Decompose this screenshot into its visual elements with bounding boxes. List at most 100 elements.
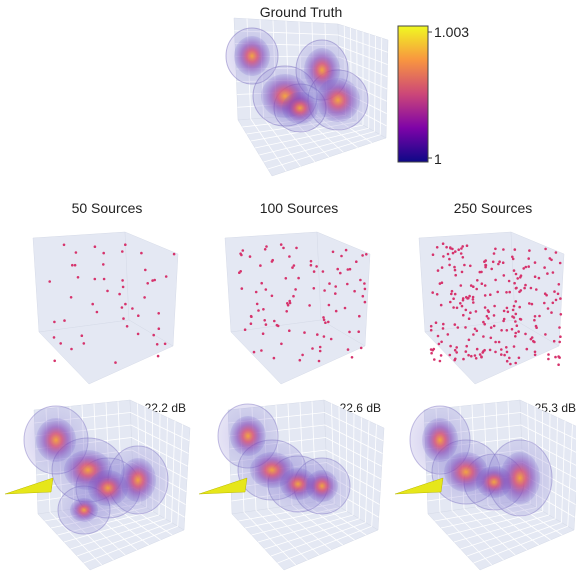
source-point xyxy=(254,290,258,294)
panel-title-50: 50 Sources xyxy=(72,200,143,216)
grid-line xyxy=(460,518,556,550)
source-point xyxy=(550,311,553,314)
source-point xyxy=(249,314,253,318)
source-point xyxy=(80,334,84,338)
source-point xyxy=(163,342,167,346)
source-point xyxy=(538,314,541,318)
source-point xyxy=(294,288,297,291)
source-point xyxy=(309,259,313,263)
cube-face xyxy=(38,319,174,385)
source-point xyxy=(282,246,285,250)
source-point xyxy=(292,264,296,267)
density-blob xyxy=(120,458,156,502)
source-point xyxy=(494,278,497,282)
source-point xyxy=(434,321,438,325)
grid-line xyxy=(76,522,172,557)
source-point xyxy=(327,303,331,307)
grid-line xyxy=(453,514,550,543)
source-point xyxy=(500,353,503,356)
source-point xyxy=(91,302,94,306)
source-point xyxy=(334,292,337,295)
source-point xyxy=(143,296,146,299)
cube-face xyxy=(224,231,322,333)
ground-truth-panel xyxy=(225,17,389,177)
source-point xyxy=(459,284,463,287)
source-point xyxy=(172,252,176,256)
source-point xyxy=(502,248,505,251)
source-point xyxy=(454,273,458,277)
source-point xyxy=(482,335,485,338)
grid-line xyxy=(561,420,566,523)
source-point xyxy=(431,291,435,294)
source-point xyxy=(525,347,529,351)
source-point xyxy=(452,306,455,309)
density-blob xyxy=(36,418,76,462)
source-point xyxy=(472,285,475,289)
source-point xyxy=(514,300,518,303)
source-point xyxy=(324,321,327,325)
source-point xyxy=(501,261,505,265)
source-point xyxy=(464,326,467,329)
source-point xyxy=(76,276,80,279)
source-point xyxy=(502,319,505,323)
density-blob xyxy=(500,452,540,504)
source-point xyxy=(248,255,252,258)
source-point xyxy=(327,320,330,324)
grid-line xyxy=(473,525,568,564)
source-point xyxy=(125,325,129,328)
source-point xyxy=(344,248,348,252)
grid-line xyxy=(325,449,382,480)
source-point xyxy=(451,251,455,255)
source-point xyxy=(93,277,97,281)
source-point xyxy=(359,346,363,350)
source-point xyxy=(353,289,356,293)
source-point xyxy=(260,281,264,285)
source-point xyxy=(544,333,547,336)
source-point xyxy=(546,272,549,275)
reconstruction-panel-3 xyxy=(394,399,576,571)
source-point xyxy=(450,292,453,296)
source-point xyxy=(558,340,561,344)
source-point xyxy=(514,312,518,316)
camera-cone-icon xyxy=(394,477,444,495)
source-point xyxy=(557,355,560,358)
source-point xyxy=(449,246,452,249)
source-point xyxy=(140,251,143,255)
source-point xyxy=(322,335,326,338)
source-point xyxy=(433,358,436,361)
source-point xyxy=(62,243,66,247)
density-blob xyxy=(316,78,360,122)
source-point xyxy=(483,284,487,287)
source-point xyxy=(455,306,459,310)
source-point xyxy=(484,259,488,262)
grid-line xyxy=(257,514,354,543)
source-point xyxy=(552,339,556,343)
source-point xyxy=(489,336,493,340)
source-point xyxy=(260,349,263,352)
source-point xyxy=(435,246,439,249)
source-point xyxy=(524,283,527,287)
source-point xyxy=(516,277,519,280)
grid-line xyxy=(164,417,168,519)
source-point xyxy=(543,266,546,269)
source-point xyxy=(449,344,452,348)
source-point xyxy=(102,251,105,255)
source-point xyxy=(513,248,517,251)
source-point xyxy=(102,277,106,281)
source-point xyxy=(508,356,511,360)
source-point xyxy=(557,363,560,367)
source-point xyxy=(505,329,509,332)
source-point xyxy=(363,287,367,291)
reconstruction-panel-2 xyxy=(198,399,385,571)
source-point xyxy=(467,353,470,357)
source-point xyxy=(457,248,461,251)
source-point xyxy=(318,345,322,349)
source-point xyxy=(321,270,325,273)
source-point xyxy=(69,296,73,299)
source-point xyxy=(358,314,361,318)
grid-line xyxy=(567,424,573,527)
source-point xyxy=(52,336,56,339)
source-point xyxy=(469,311,472,315)
source-point xyxy=(480,282,484,286)
source-point xyxy=(240,253,243,257)
